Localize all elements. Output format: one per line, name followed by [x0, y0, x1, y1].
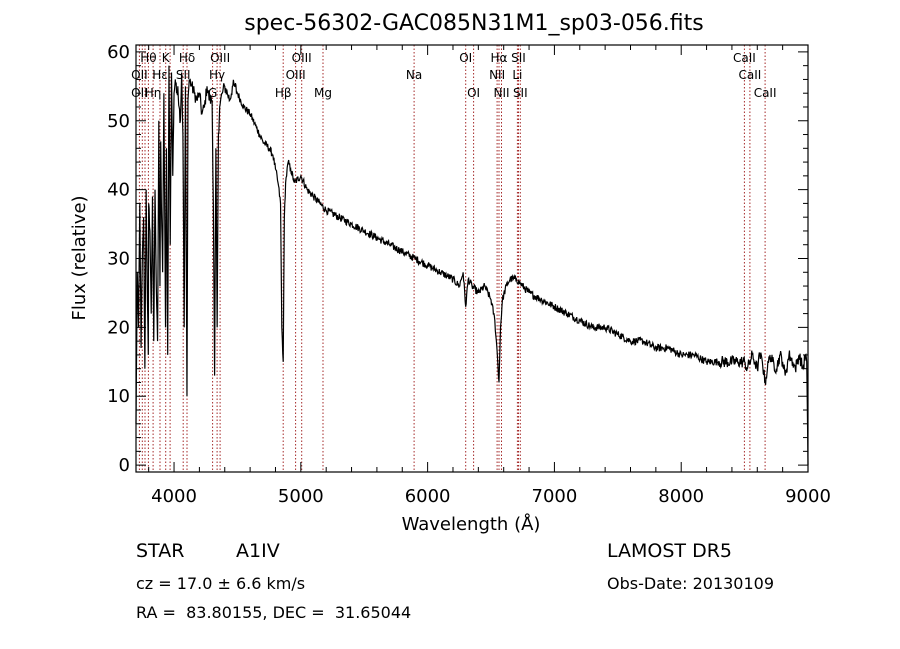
- line-label-1: OII: [131, 68, 148, 82]
- line-label-21: SII: [511, 51, 526, 65]
- x-axis-label: Wavelength (Å): [402, 513, 541, 535]
- coordinates: RA = 83.80155, DEC = 31.65044: [136, 603, 412, 622]
- line-label-22: Li: [512, 68, 522, 82]
- line-label-10: G: [208, 86, 217, 100]
- obs-date: Obs-Date: 20130109: [607, 574, 775, 593]
- line-label-9: Hγ: [209, 68, 225, 82]
- line-label-15: Na: [406, 68, 422, 82]
- line-label-18: Hα: [491, 51, 508, 65]
- line-label-4: Hε: [152, 68, 168, 82]
- line-label-12: OIII: [286, 68, 306, 82]
- line-label-11: OIII: [292, 51, 312, 65]
- line-label-17: OI: [467, 86, 480, 100]
- x-tick-label: 5000: [278, 486, 324, 507]
- spectrum-series-line: [135, 65, 809, 466]
- y-tick-label: 10: [107, 386, 130, 407]
- y-tick-label: 20: [107, 317, 130, 338]
- y-tick-label: 0: [119, 455, 130, 476]
- line-label-8: OIII: [210, 51, 230, 65]
- line-label-5: K: [162, 51, 171, 65]
- x-tick-label: 9000: [785, 486, 831, 507]
- chart-title: spec-56302-GAC085N31M1_sp03-056.fits: [244, 11, 704, 36]
- object-subclass: A1IV: [236, 540, 280, 562]
- line-markers: [138, 45, 766, 472]
- x-tick-label: 7000: [532, 486, 578, 507]
- line-label-0: Hθ: [140, 51, 156, 65]
- line-label-20: NII: [493, 86, 509, 100]
- y-tick-label: 40: [107, 180, 130, 201]
- line-label-16: OI: [459, 51, 472, 65]
- x-tick-label: 6000: [405, 486, 451, 507]
- x-tick-label: 4000: [151, 486, 197, 507]
- line-label-14: Mg: [314, 86, 332, 100]
- y-tick-label: 50: [107, 111, 130, 132]
- line-label-6: SII: [176, 68, 191, 82]
- axis-ticks: 4000 5000 6000 7000 8000 9000 0 10 20 30 40 50 60: [107, 42, 831, 507]
- line-label-25: CaII: [738, 68, 761, 82]
- y-tick-label: 30: [107, 249, 130, 270]
- line-label-19: NII: [489, 68, 505, 82]
- line-label-7: Hδ: [179, 51, 195, 65]
- line-label-24: CaII: [733, 51, 756, 65]
- line-label-13: Hβ: [275, 86, 292, 100]
- plot-frame: [135, 44, 809, 473]
- line-label-26: CaII: [754, 86, 777, 100]
- y-tick-label: 60: [107, 42, 130, 63]
- survey-name: LAMOST DR5: [607, 540, 732, 562]
- x-tick-label: 8000: [658, 486, 704, 507]
- redshift-value: cz = 17.0 ± 6.6 km/s: [136, 574, 306, 593]
- line-label-3: Hη: [145, 86, 162, 100]
- line-label-23: SII: [513, 86, 528, 100]
- object-type: STAR: [136, 540, 185, 562]
- y-axis-label: Flux (relative): [69, 195, 90, 320]
